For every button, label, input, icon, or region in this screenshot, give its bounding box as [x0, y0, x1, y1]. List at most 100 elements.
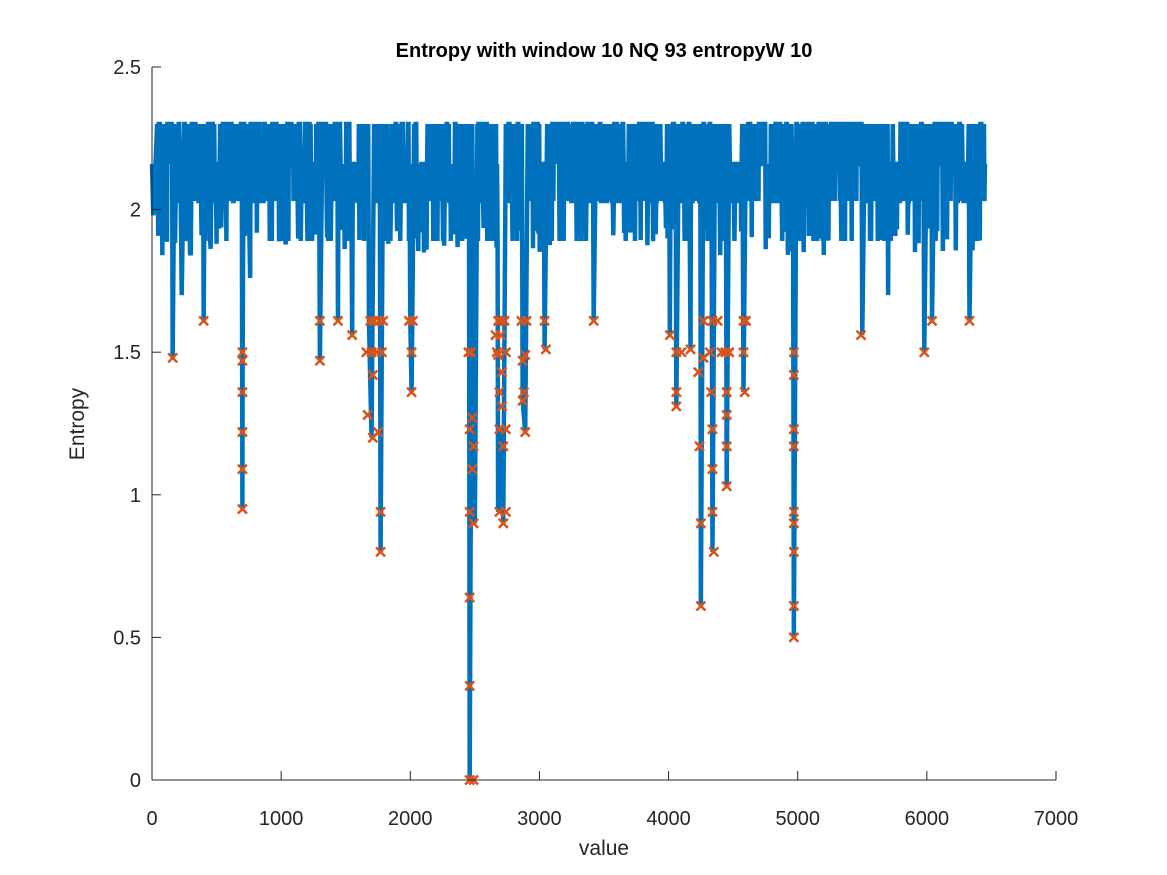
- low-entropy-marker: [362, 409, 374, 421]
- x-tick-label: 4000: [646, 808, 691, 830]
- low-entropy-marker: [500, 346, 512, 358]
- low-entropy-marker: [721, 386, 733, 398]
- low-entropy-marker: [375, 546, 386, 558]
- y-tick-label: 2: [130, 200, 141, 222]
- low-entropy-marker: [495, 329, 507, 341]
- low-entropy-marker: [788, 369, 800, 381]
- low-entropy-marker: [738, 315, 749, 327]
- low-entropy-marker: [406, 386, 417, 398]
- low-entropy-marker: [926, 315, 938, 327]
- x-tick-label: 3000: [517, 808, 562, 830]
- low-entropy-marker: [964, 315, 975, 327]
- low-entropy-marker: [712, 315, 724, 327]
- low-entropy-marker: [788, 440, 800, 452]
- low-entropy-marker: [708, 546, 720, 558]
- low-entropy-marker: [167, 352, 179, 364]
- low-entropy-marker: [314, 355, 326, 367]
- low-entropy-marker: [788, 506, 800, 518]
- low-entropy-marker: [237, 386, 248, 398]
- low-entropy-marker: [494, 386, 505, 398]
- low-entropy-marker: [464, 423, 476, 435]
- low-entropy-marker: [332, 315, 344, 327]
- low-entropy-marker: [739, 386, 751, 398]
- entropy-line: [149, 121, 988, 781]
- y-tick-label: 0.5: [113, 627, 141, 649]
- low-entropy-marker: [788, 546, 800, 558]
- low-entropy-marker: [464, 592, 476, 603]
- low-entropy-marker: [721, 409, 733, 421]
- low-entropy-marker: [540, 343, 552, 355]
- low-entropy-marker: [704, 346, 716, 358]
- low-entropy-marker: [721, 440, 733, 452]
- y-tick-label: 2.5: [113, 57, 141, 79]
- low-entropy-marker: [788, 346, 800, 358]
- low-entropy-marker: [346, 329, 358, 341]
- low-entropy-marker: [692, 366, 704, 378]
- low-entropy-marker: [721, 480, 733, 492]
- low-entropy-marker: [588, 315, 600, 327]
- low-entropy-marker: [720, 346, 731, 358]
- low-entropy-marker: [500, 506, 512, 518]
- y-tick-label: 0: [130, 770, 141, 792]
- low-entropy-marker: [670, 401, 682, 412]
- low-entropy-marker: [464, 506, 476, 518]
- low-entropy-marker: [497, 440, 509, 452]
- x-tick-label: 5000: [775, 808, 820, 830]
- chart-title: Entropy with window 10 NQ 93 entropyW 10: [396, 40, 813, 62]
- y-tick-label: 1: [130, 485, 141, 507]
- x-ticks: 0 1000 2000 3000 4000 5000 6000 7000: [146, 771, 1078, 830]
- low-entropy-marker: [376, 346, 388, 358]
- low-entropy-marker: [464, 680, 476, 692]
- low-entropy-marker: [403, 315, 415, 327]
- low-entropy-marker: [198, 315, 210, 327]
- low-entropy-marker: [519, 349, 531, 361]
- low-entropy-marker: [500, 423, 512, 435]
- low-entropy-marker: [466, 463, 478, 475]
- x-tick-label: 2000: [388, 808, 433, 830]
- y-ticks: 0 0.5 1 1.5 2 2.5: [113, 57, 161, 792]
- low-entropy-marker: [539, 315, 550, 327]
- low-entropy-marker: [237, 355, 248, 367]
- x-tick-label: 7000: [1034, 808, 1079, 830]
- low-entropy-marker: [375, 506, 386, 518]
- low-entropy-marker: [492, 349, 504, 361]
- marker-layer: [167, 315, 975, 786]
- low-entropy-marker: [705, 386, 717, 398]
- low-entropy-marker: [407, 315, 419, 327]
- low-entropy-marker: [695, 600, 707, 612]
- x-axis-title: value: [579, 837, 629, 860]
- y-tick-label: 1.5: [113, 342, 141, 364]
- y-axis-title: Entropy: [66, 387, 89, 460]
- low-entropy-marker: [406, 346, 417, 358]
- low-entropy-marker: [695, 517, 707, 529]
- low-entropy-marker: [519, 426, 531, 438]
- low-entropy-marker: [676, 346, 687, 358]
- low-entropy-marker: [788, 600, 800, 612]
- low-entropy-marker: [707, 506, 718, 518]
- low-entropy-marker: [788, 423, 800, 435]
- low-entropy-marker: [495, 315, 507, 327]
- low-entropy-marker: [372, 426, 384, 438]
- low-entropy-marker: [466, 412, 478, 424]
- low-entropy-marker: [237, 426, 248, 438]
- low-entropy-marker: [707, 423, 718, 435]
- low-entropy-marker: [468, 517, 479, 529]
- low-entropy-marker: [788, 632, 800, 643]
- low-entropy-marker: [377, 315, 389, 327]
- low-entropy-marker: [237, 346, 248, 358]
- low-entropy-marker: [496, 401, 508, 412]
- low-entropy-marker: [707, 463, 718, 475]
- low-entropy-marker: [918, 346, 930, 358]
- low-entropy-marker: [740, 315, 752, 327]
- low-entropy-marker: [367, 369, 379, 381]
- low-entropy-marker: [314, 315, 326, 327]
- low-entropy-marker: [521, 315, 532, 327]
- low-entropy-marker: [237, 503, 248, 515]
- low-entropy-marker: [465, 346, 477, 358]
- low-entropy-marker: [855, 329, 867, 341]
- axes: 0 1000 2000 3000 4000 5000 6000 7000 0 0.5 1 1.5 2 2…: [113, 57, 1078, 830]
- low-entropy-marker: [698, 315, 709, 327]
- low-entropy-marker: [463, 346, 474, 358]
